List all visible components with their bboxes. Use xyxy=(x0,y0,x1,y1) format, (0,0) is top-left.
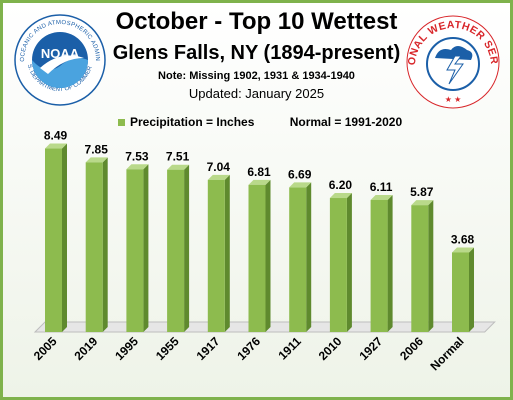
data-label: 7.85 xyxy=(85,142,109,156)
bar-side xyxy=(387,194,393,332)
x-tick-label: 1976 xyxy=(234,334,263,363)
chart-subtitle: Glens Falls, NY (1894-present) xyxy=(112,42,401,64)
bar-top xyxy=(329,193,352,199)
bar xyxy=(329,198,347,332)
legend-entry-normal: Normal = 1991-2020 xyxy=(289,115,403,129)
data-label: 6.81 xyxy=(247,165,271,179)
bar-side xyxy=(102,157,108,332)
x-tick-label: 2010 xyxy=(316,334,345,363)
bar-side xyxy=(428,200,434,332)
bar-top xyxy=(411,200,434,206)
bar-side xyxy=(306,182,312,332)
chart-note: Note: Missing 1902, 1931 & 1934-1940 xyxy=(158,70,355,82)
bar-top xyxy=(207,174,230,180)
bar xyxy=(167,169,185,332)
bar-top xyxy=(167,164,190,170)
data-label: 6.69 xyxy=(288,167,312,181)
bar xyxy=(289,187,307,332)
bar xyxy=(85,162,103,332)
x-tick-label: 2019 xyxy=(72,334,101,363)
bar xyxy=(45,148,62,332)
noaa-logo: NATIONAL OCEANIC AND ATMOSPHERIC ADMINIS… xyxy=(14,14,106,106)
x-tick-label: 1955 xyxy=(153,334,182,363)
legend-entry-precip: Precipitation = Inches xyxy=(130,115,255,129)
bar-side xyxy=(265,179,271,332)
chart-title: October - Top 10 Wettest xyxy=(115,8,398,35)
legend-swatch xyxy=(118,119,125,127)
x-tick-label: 2005 xyxy=(31,334,60,363)
nws-star-icon: ★ ★ xyxy=(445,95,462,104)
x-tick-label: 1927 xyxy=(356,334,385,363)
data-label: 7.51 xyxy=(166,150,190,164)
chart-updated: Updated: January 2025 xyxy=(188,86,325,101)
chart-legend: Precipitation = Inches Normal = 1991-202… xyxy=(118,115,402,129)
data-label: 8.49 xyxy=(44,129,68,143)
bar-top xyxy=(248,179,271,185)
nws-logo: NATIONAL WEATHER SERVICE ★ ★ xyxy=(405,14,500,109)
data-label: 5.87 xyxy=(410,185,434,199)
x-tick-label: 1917 xyxy=(194,334,223,363)
bar-side xyxy=(469,247,474,332)
bar-top xyxy=(45,143,67,149)
data-label: 6.11 xyxy=(370,180,393,194)
bar-side xyxy=(224,174,230,332)
bar xyxy=(126,169,144,332)
x-tick-label: 2006 xyxy=(397,334,426,363)
bar-top xyxy=(85,157,108,163)
bar-side xyxy=(143,164,149,332)
bar-top xyxy=(452,247,474,253)
data-label: 6.20 xyxy=(329,178,353,192)
noaa-logo-text: NOAA xyxy=(41,46,80,61)
data-label: 7.04 xyxy=(207,160,231,174)
bar-top xyxy=(126,164,149,170)
x-tick-label: 1995 xyxy=(112,334,141,363)
bar-side xyxy=(346,193,352,332)
bar xyxy=(370,199,388,332)
bar-side xyxy=(62,143,67,332)
x-tick-label: Normal xyxy=(427,334,466,373)
data-label: 7.53 xyxy=(125,149,149,163)
bar xyxy=(248,184,266,332)
bar xyxy=(411,205,429,332)
x-tick-label: 1911 xyxy=(276,334,305,363)
bar xyxy=(452,252,469,332)
bar xyxy=(207,179,225,332)
bar-top xyxy=(370,194,393,200)
data-label: 3.68 xyxy=(451,232,475,246)
bar-top xyxy=(289,182,312,188)
bar-side xyxy=(184,164,190,332)
